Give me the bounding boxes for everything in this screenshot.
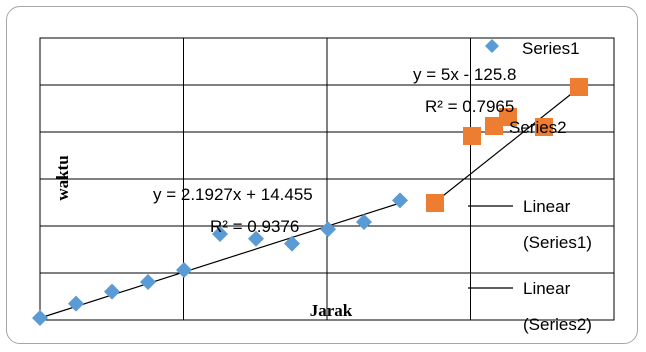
legend-series1-marker (485, 39, 499, 53)
legend-series1-label: Series1 (522, 39, 580, 58)
series2-point-2 (463, 127, 481, 145)
series1-point-1 (32, 310, 48, 326)
trendline1-equation: y = 2.1927x + 14.455 (153, 185, 313, 204)
legend-linear1-label-2: (Series1) (523, 233, 592, 252)
series1-point-10 (356, 214, 372, 230)
series1-point-7 (248, 230, 264, 247)
y-axis-title: waktu (53, 155, 72, 200)
series1-point-9 (320, 221, 336, 238)
series1-markers (32, 192, 408, 326)
legend-linear1-label-1: Linear (523, 197, 571, 216)
series1-point-3 (104, 283, 120, 300)
grid (39, 37, 615, 321)
series2-point-4 (499, 108, 517, 126)
series1-point-2 (68, 295, 84, 312)
series1-point-11 (392, 192, 408, 209)
series1-point-8 (284, 235, 300, 252)
series2-point-3 (485, 117, 503, 135)
series2-point-5 (535, 118, 553, 136)
series2-point-6 (570, 78, 588, 96)
trendline1-r2: R² = 0.9376 (210, 217, 299, 236)
series1-point-5 (176, 262, 192, 278)
series2-point-1 (426, 194, 444, 212)
series2-markers (426, 78, 588, 212)
series1-point-4 (140, 274, 156, 290)
x-axis-title: Jarak (310, 301, 353, 320)
trendline-series1 (39, 202, 401, 319)
legend-series2-label: Series2 (509, 118, 567, 137)
trendline-series2 (433, 86, 581, 204)
trendline2-equation: y = 5x - 125.8 (413, 65, 516, 84)
legend-linear2-label-2: (Series2) (523, 315, 592, 334)
legend-linear2-label-1: Linear (523, 279, 571, 298)
legend: Series1 Series2 Linear (Series1) Linear … (468, 39, 592, 334)
series1-point-6 (212, 226, 228, 242)
trendline2-r2: R² = 0.7965 (425, 97, 514, 116)
